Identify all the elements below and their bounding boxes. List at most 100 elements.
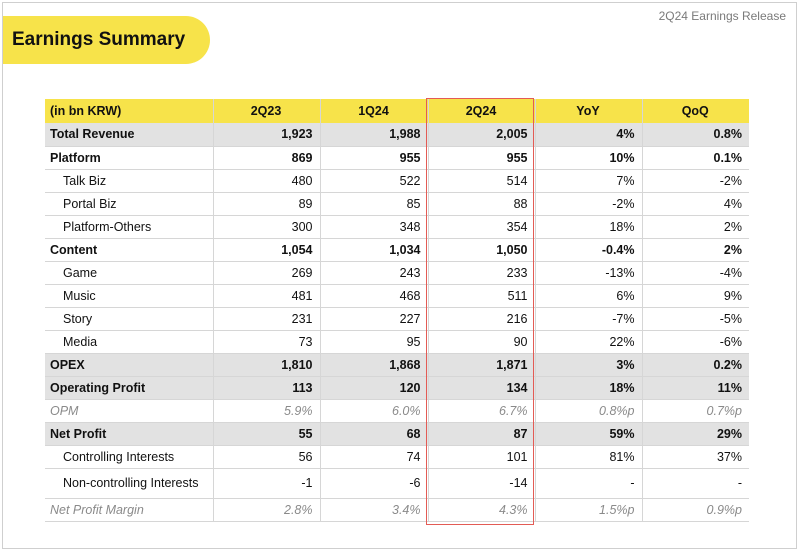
cell-2q24: 511 [428,284,536,308]
cell-2q23: 869 [213,146,321,170]
cell-qoq: 2% [642,215,749,239]
cell-2q24: 955 [428,146,536,170]
row-platform: Platform 869 955 955 10% 0.1% [45,146,749,170]
cell-2q24: 101 [428,445,536,469]
cell-2q24: 87 [428,422,536,446]
cell-2q23: 55 [213,422,321,446]
cell-qoq: 0.1% [642,146,749,170]
cell-yoy: 18% [535,215,643,239]
cell-2q24: 1,871 [428,353,536,377]
cell-2q24: 6.7% [428,399,536,423]
row-label: Non-controlling Interests [45,468,214,499]
cell-qoq: - [642,468,749,499]
row-operating-profit: Operating Profit 113 120 134 18% 11% [45,376,749,400]
cell-yoy: 81% [535,445,643,469]
cell-1q24: 1,868 [320,353,429,377]
cell-yoy: 3% [535,353,643,377]
cell-2q23: 1,923 [213,123,321,147]
column-header-yoy: YoY [535,99,643,123]
cell-qoq: -6% [642,330,749,354]
cell-qoq: -4% [642,261,749,285]
row-label: Operating Profit [45,376,214,400]
cell-2q23: 5.9% [213,399,321,423]
cell-qoq: 0.2% [642,353,749,377]
cell-1q24: 68 [320,422,429,446]
cell-yoy: -0.4% [535,238,643,262]
cell-2q24: 88 [428,192,536,216]
cell-qoq: 4% [642,192,749,216]
cell-yoy: 6% [535,284,643,308]
cell-qoq: -2% [642,169,749,193]
cell-yoy: -2% [535,192,643,216]
row-label: Media [45,330,214,354]
row-total-revenue: Total Revenue 1,923 1,988 2,005 4% 0.8% [45,123,749,147]
row-net-profit-margin: Net Profit Margin 2.8% 3.4% 4.3% 1.5%p 0… [45,498,749,522]
row-label: Story [45,307,214,331]
row-label: Controlling Interests [45,445,214,469]
cell-2q24: 233 [428,261,536,285]
row-talk-biz: Talk Biz 480 522 514 7% -2% [45,169,749,193]
cell-qoq: 0.7%p [642,399,749,423]
cell-2q23: -1 [213,468,321,499]
cell-2q23: 113 [213,376,321,400]
cell-2q23: 89 [213,192,321,216]
cell-2q24: 514 [428,169,536,193]
row-story: Story 231 227 216 -7% -5% [45,307,749,331]
cell-qoq: 11% [642,376,749,400]
row-label: Platform-Others [45,215,214,239]
cell-1q24: 227 [320,307,429,331]
row-label: OPM [45,399,214,423]
earnings-table: (in bn KRW) 2Q23 1Q24 2Q24 YoY QoQ Total… [45,99,749,522]
cell-1q24: -6 [320,468,429,499]
cell-2q23: 1,054 [213,238,321,262]
cell-2q24: 354 [428,215,536,239]
row-label: Music [45,284,214,308]
row-net-profit: Net Profit 55 68 87 59% 29% [45,422,749,446]
cell-yoy: 59% [535,422,643,446]
row-non-controlling-interests: Non-controlling Interests -1 -6 -14 - - [45,468,749,499]
cell-qoq: 2% [642,238,749,262]
column-header-1q24: 1Q24 [320,99,429,123]
cell-qoq: 37% [642,445,749,469]
row-label: Portal Biz [45,192,214,216]
cell-yoy: 7% [535,169,643,193]
column-header-qoq: QoQ [642,99,749,123]
row-label: Net Profit [45,422,214,446]
cell-2q24: 2,005 [428,123,536,147]
cell-1q24: 85 [320,192,429,216]
cell-2q24: 90 [428,330,536,354]
column-header-unit: (in bn KRW) [45,99,214,123]
cell-1q24: 3.4% [320,498,429,522]
row-content: Content 1,054 1,034 1,050 -0.4% 2% [45,238,749,262]
row-label: Talk Biz [45,169,214,193]
row-media: Media 73 95 90 22% -6% [45,330,749,354]
row-portal-biz: Portal Biz 89 85 88 -2% 4% [45,192,749,216]
row-label: Total Revenue [45,123,214,147]
row-opm: OPM 5.9% 6.0% 6.7% 0.8%p 0.7%p [45,399,749,423]
cell-yoy: - [535,468,643,499]
cell-2q24: 216 [428,307,536,331]
row-label: Net Profit Margin [45,498,214,522]
cell-2q23: 481 [213,284,321,308]
cell-1q24: 468 [320,284,429,308]
cell-2q23: 480 [213,169,321,193]
cell-2q23: 2.8% [213,498,321,522]
cell-1q24: 348 [320,215,429,239]
row-label: Game [45,261,214,285]
cell-2q23: 56 [213,445,321,469]
cell-qoq: 0.9%p [642,498,749,522]
cell-yoy: 0.8%p [535,399,643,423]
row-controlling-interests: Controlling Interests 56 74 101 81% 37% [45,445,749,469]
cell-qoq: -5% [642,307,749,331]
release-label: 2Q24 Earnings Release [658,9,786,23]
cell-yoy: -7% [535,307,643,331]
cell-1q24: 1,988 [320,123,429,147]
cell-yoy: 4% [535,123,643,147]
cell-qoq: 29% [642,422,749,446]
cell-2q24: 4.3% [428,498,536,522]
cell-2q23: 269 [213,261,321,285]
cell-qoq: 9% [642,284,749,308]
cell-2q23: 300 [213,215,321,239]
cell-1q24: 955 [320,146,429,170]
title-banner: Earnings Summary [3,16,210,64]
